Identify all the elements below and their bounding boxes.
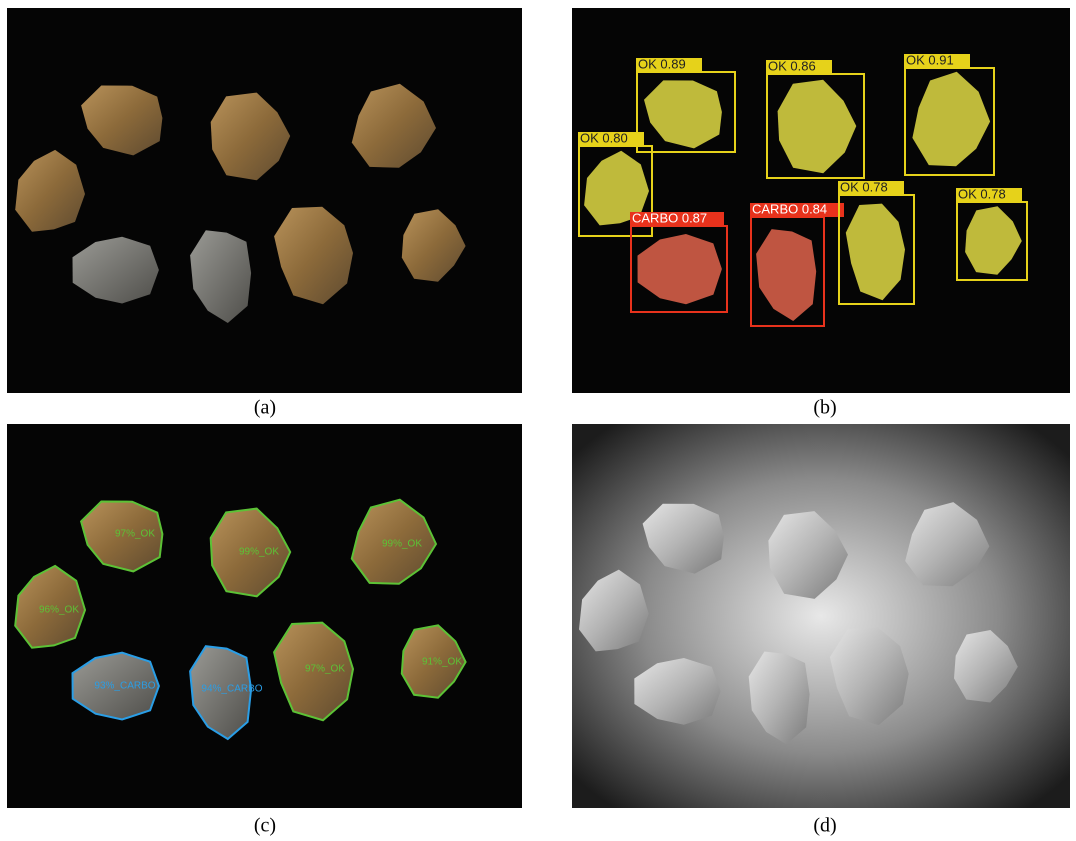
photo-a [7,8,522,393]
detection-label: CARBO 0.87 [632,210,707,225]
caption: (a) [254,397,276,419]
segment-label: 93%_CARBO [94,681,155,692]
caption: (c) [254,815,276,837]
figure: (a) (b) (c) (d) 97%_OK 99%_OK 99%_OK 96%_OK… [0,0,1076,841]
caption: (b) [813,397,836,419]
segment-label: 99%_OK [382,539,422,550]
detection-label: OK 0.89 [638,56,686,71]
detection-label: OK 0.78 [958,186,1006,201]
segment-label: 96%_OK [39,605,79,616]
photo-c [7,424,522,808]
segment-label: 91%_OK [422,657,462,668]
detection-label: OK 0.91 [906,52,954,67]
detection-label: CARBO 0.84 [752,201,827,216]
detection-label: OK 0.80 [580,130,628,145]
caption: (d) [813,815,836,837]
detection-label: OK 0.78 [840,179,888,194]
detection-label: OK 0.86 [768,58,816,73]
segment-label: 97%_OK [115,529,155,540]
segment-label: 99%_OK [239,547,279,558]
segment-label: 94%_CARBO [201,684,262,695]
segment-label: 97%_OK [305,664,345,675]
